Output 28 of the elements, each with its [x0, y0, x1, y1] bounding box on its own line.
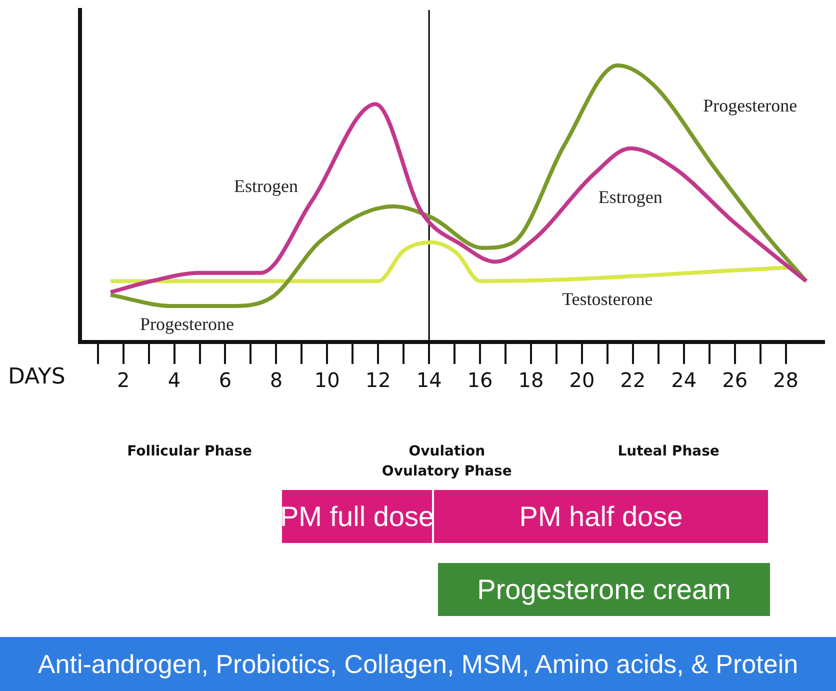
x-tick-label: 26 [722, 368, 748, 392]
x-tick-label: 4 [168, 368, 181, 392]
x-tick-label: 6 [218, 368, 232, 392]
x-tick-label: 20 [569, 368, 595, 392]
text: Ovulation [408, 444, 486, 460]
text: Anti-androgen, Probiotics, Collagen, MSM, Amino acids, & Protein [38, 648, 798, 680]
text: Follicular Phase [127, 444, 252, 460]
x-tick-label: 8 [270, 368, 283, 392]
x-tick-label: 28 [773, 368, 799, 392]
text: Progesterone cream [477, 574, 731, 606]
x-tick-label: 10 [314, 368, 340, 392]
text: Luteal Phase [618, 444, 720, 460]
x-tick-label: 2 [116, 368, 130, 392]
x-axis-title: DAYS [8, 364, 66, 390]
x-tick-label: 24 [671, 368, 697, 392]
x-tick-label: 16 [467, 368, 493, 392]
x-tick-label: 12 [365, 368, 391, 392]
text: Ovulatory Phase [382, 464, 512, 480]
annotation: Estrogen [598, 186, 662, 207]
x-tick-label: 14 [416, 368, 442, 392]
series-label: Progesterone [140, 314, 234, 334]
series-label: Testosterone [562, 289, 653, 310]
x-tick-label: 22 [620, 368, 646, 392]
series-label: Estrogen [234, 176, 298, 196]
text: PM half dose [519, 500, 683, 532]
annotation: Progesterone [703, 96, 798, 116]
text: PM full dose [280, 500, 434, 532]
x-tick-label: 18 [518, 368, 544, 392]
